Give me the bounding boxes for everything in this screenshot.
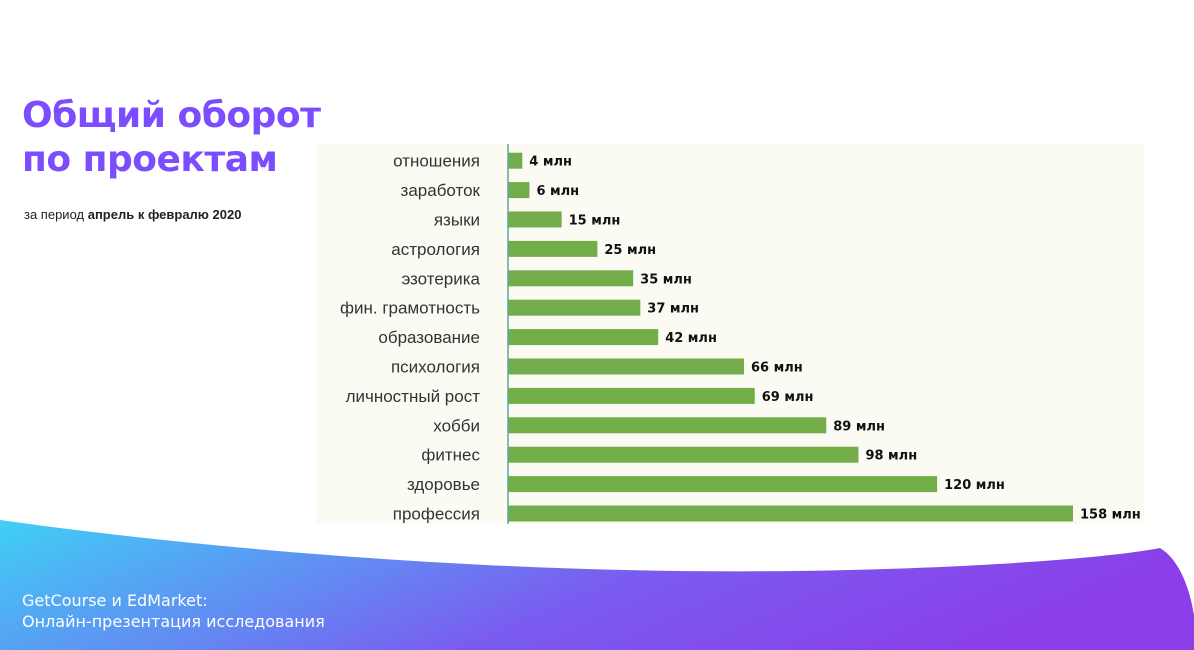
- value-label: 4 млн: [529, 155, 572, 170]
- category-label: психология: [391, 358, 480, 377]
- title-line-2: по проектам: [22, 139, 278, 180]
- category-label: языки: [434, 211, 480, 230]
- footer-line-2: Онлайн-презентация исследования: [22, 612, 325, 631]
- turnover-chart: отношения 4 млн заработок 6 млн языки 15 млн а…: [316, 144, 1144, 524]
- category-label: профессия: [393, 505, 480, 524]
- category-label: личностный рост: [346, 387, 481, 406]
- page-title: Общий оборот по проектам: [22, 94, 321, 182]
- category-label: эзотерика: [402, 269, 481, 288]
- category-label: образование: [378, 328, 480, 347]
- bar: [508, 417, 827, 434]
- bar: [508, 387, 755, 404]
- bar: [508, 270, 634, 287]
- bar: [508, 446, 859, 463]
- category-label: отношения: [393, 152, 480, 171]
- bar: [508, 358, 745, 375]
- category-label: здоровье: [407, 475, 480, 494]
- period-prefix: за период: [24, 207, 88, 222]
- value-label: 35 млн: [640, 272, 692, 287]
- bar: [508, 182, 530, 199]
- value-label: 158 млн: [1080, 508, 1141, 523]
- category-label: заработок: [401, 181, 481, 200]
- value-label: 98 млн: [865, 449, 917, 464]
- period-value: апрель к февралю 2020: [87, 207, 242, 222]
- bar-chart-svg: отношения 4 млн заработок 6 млн языки 15 млн а…: [340, 144, 1141, 524]
- category-label: хобби: [433, 416, 480, 435]
- value-label: 15 млн: [569, 214, 621, 229]
- bar: [508, 152, 523, 169]
- value-label: 69 млн: [762, 390, 814, 405]
- bar: [508, 476, 938, 493]
- title-line-1: Общий оборот: [22, 95, 321, 136]
- value-label: 25 млн: [604, 243, 656, 258]
- category-label: астрология: [391, 240, 480, 259]
- bar: [508, 211, 562, 228]
- footer-caption: GetCourse и EdMarket: Онлайн-презентация…: [22, 590, 325, 632]
- value-label: 37 млн: [647, 302, 699, 317]
- bar: [508, 299, 641, 316]
- value-label: 42 млн: [665, 331, 717, 346]
- value-label: 89 млн: [833, 419, 885, 434]
- bar: [508, 329, 659, 346]
- category-label: фин. грамотность: [340, 299, 480, 318]
- bar: [508, 505, 1073, 522]
- value-label: 6 млн: [536, 184, 579, 199]
- category-label: фитнес: [421, 446, 480, 465]
- period-subtitle: за период апрель к февралю 2020: [24, 207, 241, 222]
- value-label: 66 млн: [751, 361, 803, 376]
- footer-line-1: GetCourse и EdMarket:: [22, 591, 208, 610]
- bar: [508, 240, 598, 257]
- value-label: 120 млн: [944, 478, 1005, 493]
